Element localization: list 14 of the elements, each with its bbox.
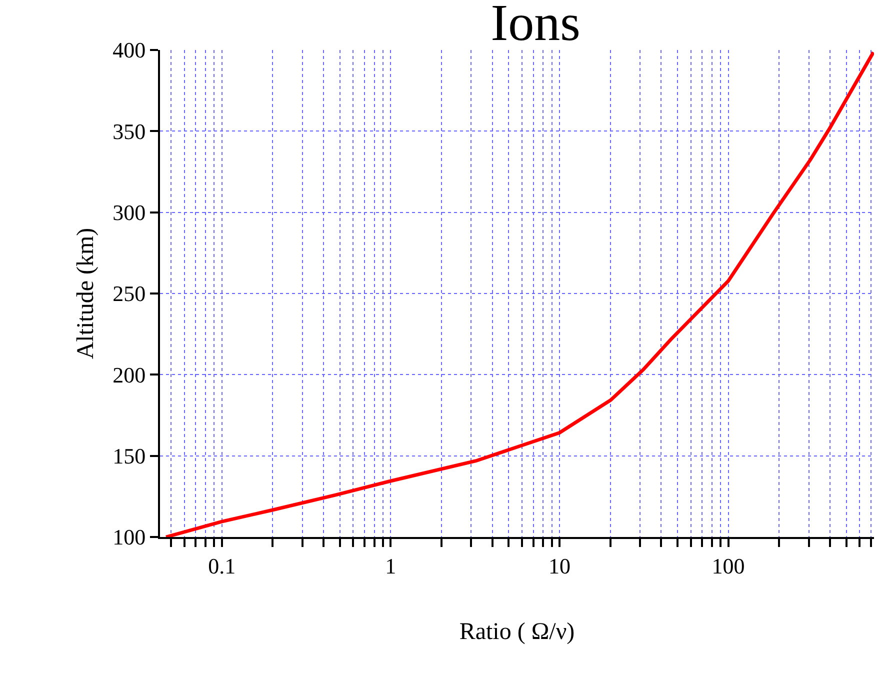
y-tick-label: 250 xyxy=(112,281,146,306)
y-tick-label: 200 xyxy=(112,362,146,388)
y-tick-label: 100 xyxy=(112,524,146,550)
y-tick-label: 400 xyxy=(112,38,146,63)
y-tick-label: 150 xyxy=(112,444,146,469)
chart-title: Ions xyxy=(490,0,580,52)
y-tick-label: 350 xyxy=(112,118,146,144)
x-axis-title: Ratio ( Ω/ν) xyxy=(459,619,575,646)
x-tick-label: 1 xyxy=(385,553,396,578)
y-tick-label: 300 xyxy=(112,200,146,226)
x-tick-label: 100 xyxy=(712,553,745,578)
x-tick-label: 10 xyxy=(548,553,570,578)
x-tick-label: 0.1 xyxy=(208,553,236,578)
y-axis-title: Altitude (km) xyxy=(73,228,100,360)
